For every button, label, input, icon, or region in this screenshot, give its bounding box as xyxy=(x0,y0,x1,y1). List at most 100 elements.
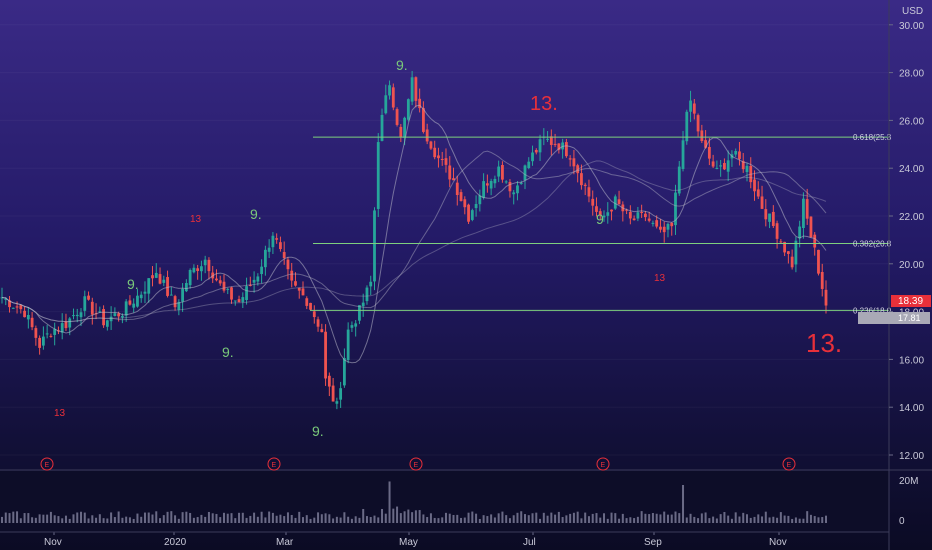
candle-body xyxy=(813,234,817,248)
candle-body xyxy=(286,259,290,270)
price-tick-label: 16.00 xyxy=(899,355,924,366)
volume-bar xyxy=(309,518,312,523)
candle-body xyxy=(433,147,437,158)
volume-bar xyxy=(147,512,150,523)
volume-bar xyxy=(764,511,767,523)
candle-body xyxy=(275,238,279,240)
candle-body xyxy=(655,220,659,227)
volume-bar xyxy=(219,517,222,523)
volume-bar xyxy=(328,514,331,523)
volume-bar xyxy=(64,515,67,523)
volume-bar xyxy=(467,512,470,523)
candle-body xyxy=(263,249,267,268)
volume-bar xyxy=(155,511,158,523)
volume-bar xyxy=(809,514,812,523)
volume-bar xyxy=(414,510,417,523)
candle-body xyxy=(177,301,181,310)
candle-body xyxy=(779,241,783,243)
volume-bar xyxy=(595,513,598,523)
volume-bar xyxy=(625,518,628,523)
volume-bar xyxy=(493,517,496,523)
volume-bar xyxy=(693,516,696,523)
volume-zero-label: 0 xyxy=(899,516,905,527)
volume-bar xyxy=(53,515,56,523)
volume-bar xyxy=(354,516,357,523)
secondary-price-value: 17.81 xyxy=(898,313,921,323)
volume-bar xyxy=(174,515,177,523)
candle-body xyxy=(459,192,463,201)
volume-bar xyxy=(343,512,346,523)
volume-bar xyxy=(689,513,692,523)
volume-bar xyxy=(34,517,37,523)
volume-bar xyxy=(373,515,376,523)
fib-level-label: 0.618(25.3 xyxy=(853,133,892,142)
volume-bar xyxy=(798,518,801,523)
candle-body xyxy=(677,166,681,194)
volume-bar xyxy=(230,513,233,523)
volume-bar xyxy=(554,514,557,523)
time-tick-label: Nov xyxy=(769,537,787,548)
volume-bar xyxy=(358,517,361,523)
volume-bar xyxy=(441,517,444,523)
volume-bar xyxy=(294,517,297,523)
candle-body xyxy=(79,312,83,318)
volume-bar xyxy=(298,511,301,523)
volume-bar xyxy=(80,511,83,523)
volume-bar xyxy=(347,516,350,523)
volume-bar xyxy=(776,517,779,523)
volume-bar xyxy=(633,518,636,523)
volume-bar xyxy=(685,517,688,523)
volume-bar xyxy=(580,518,583,523)
candle-body xyxy=(470,210,474,220)
candle-body xyxy=(768,213,771,222)
candle-body xyxy=(132,303,136,308)
volume-bar xyxy=(429,513,432,523)
td-count-label: 9. xyxy=(250,206,262,222)
volume-bar xyxy=(271,512,274,523)
volume-bar xyxy=(712,516,715,523)
candle-body xyxy=(497,166,501,177)
candle-body xyxy=(723,163,726,170)
candle-body xyxy=(64,321,68,329)
volume-bar xyxy=(305,515,308,523)
volume-bar xyxy=(8,513,11,523)
volume-bar xyxy=(644,513,647,523)
volume-bar xyxy=(132,518,135,523)
volume-bar xyxy=(452,515,455,523)
candle-body xyxy=(711,161,715,167)
candle-body xyxy=(90,301,94,315)
volume-bar xyxy=(603,513,606,523)
candle-body xyxy=(34,328,38,338)
volume-bar xyxy=(678,513,681,523)
candle-body xyxy=(143,291,147,294)
volume-bar xyxy=(238,512,241,523)
candle-body xyxy=(519,183,523,185)
volume-bar xyxy=(817,517,820,523)
volume-bar xyxy=(245,517,248,523)
candle-body xyxy=(60,323,64,333)
volume-bar xyxy=(403,511,406,523)
volume-bar xyxy=(38,514,41,523)
candle-body xyxy=(647,218,651,221)
volume-bar xyxy=(362,508,365,523)
candle-body xyxy=(666,223,670,230)
candle-body xyxy=(406,99,410,120)
candle-body xyxy=(105,320,109,327)
earnings-icon-label: E xyxy=(272,462,277,469)
candle-body xyxy=(72,315,75,317)
volume-bar xyxy=(256,516,259,523)
volume-bar xyxy=(283,516,286,523)
candle-body xyxy=(482,181,486,198)
price-tick-label: 12.00 xyxy=(899,451,924,462)
volume-bar xyxy=(783,515,786,523)
volume-bar xyxy=(738,516,741,523)
candle-body xyxy=(316,319,320,327)
volume-bar xyxy=(215,513,218,523)
volume-bar xyxy=(463,517,466,523)
volume-bar xyxy=(98,514,101,523)
candle-body xyxy=(230,287,233,300)
volume-bar xyxy=(177,518,180,523)
candle-body xyxy=(820,271,824,289)
